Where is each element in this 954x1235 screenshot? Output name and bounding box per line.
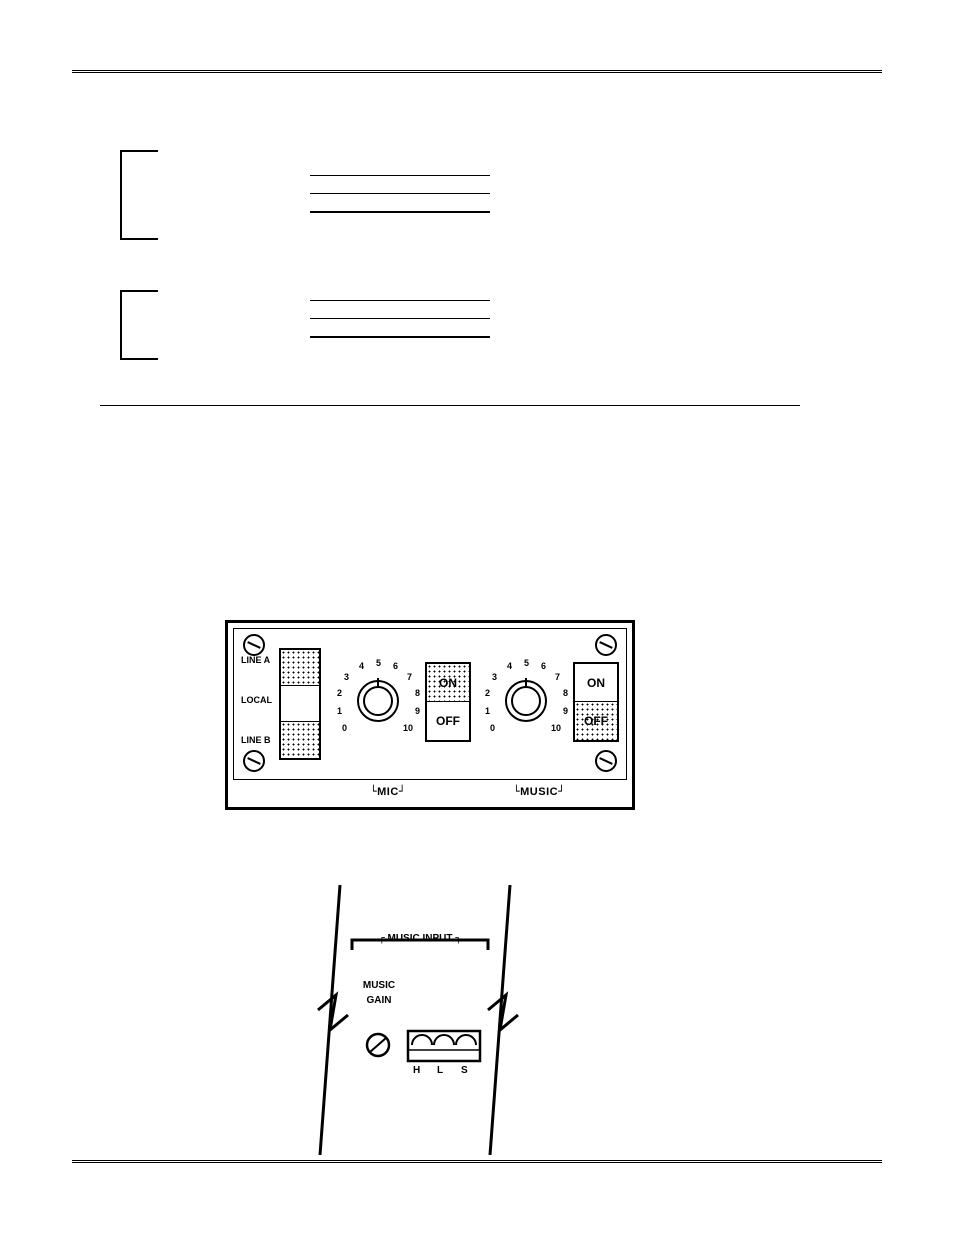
- music-switch[interactable]: ON OFF: [573, 662, 619, 742]
- music-off-label: OFF: [584, 714, 608, 728]
- mic-tick: 10: [403, 723, 413, 733]
- mic-tick: 5: [376, 658, 381, 668]
- mic-tick: 4: [359, 661, 364, 671]
- mic-knob[interactable]: [357, 680, 399, 722]
- music-knob[interactable]: [505, 680, 547, 722]
- screw-icon: [595, 634, 617, 656]
- music-group-label: └MUSIC┘: [513, 785, 565, 798]
- fill-lines-2: [310, 300, 490, 338]
- source-a-label: LINE A: [241, 655, 270, 665]
- jack-h: H: [413, 1065, 420, 1076]
- music-input-section-label: ┌ MUSIC INPUT ┐: [355, 933, 485, 944]
- mic-tick: 6: [393, 661, 398, 671]
- music-tick: 3: [492, 672, 497, 682]
- music-tick: 0: [490, 723, 495, 733]
- screw-icon: [243, 634, 265, 656]
- rear-panel-figure: ┌ MUSIC INPUT ┐ MUSIC GAIN H L S: [300, 885, 530, 1155]
- mic-on-label: ON: [439, 676, 457, 690]
- music-gain-label-2: GAIN: [354, 995, 404, 1006]
- jack-s: S: [461, 1065, 468, 1076]
- source-b-label: LINE B: [241, 735, 271, 745]
- source-local-label: LOCAL: [241, 695, 272, 705]
- page: LINE A LOCAL LINE B 0 1 2 3 4 5 6 7 8 9 …: [0, 0, 954, 1235]
- section-rule: [100, 405, 800, 406]
- rule-top: [72, 70, 882, 73]
- front-panel-figure: LINE A LOCAL LINE B 0 1 2 3 4 5 6 7 8 9 …: [225, 620, 635, 810]
- music-tick: 5: [524, 658, 529, 668]
- music-tick: 8: [563, 688, 568, 698]
- mic-tick: 8: [415, 688, 420, 698]
- music-tick: 9: [563, 706, 568, 716]
- fill-lines-1: [310, 175, 490, 213]
- mic-tick: 1: [337, 706, 342, 716]
- music-tick: 6: [541, 661, 546, 671]
- source-switch[interactable]: [279, 648, 321, 760]
- music-tick: 1: [485, 706, 490, 716]
- mic-group-label: └MIC┘: [370, 785, 406, 798]
- mic-off-label: OFF: [436, 714, 460, 728]
- mic-switch[interactable]: ON OFF: [425, 662, 471, 742]
- rule-bottom: [72, 1160, 882, 1163]
- jack-l: L: [437, 1065, 443, 1076]
- music-gain-label-1: MUSIC: [354, 980, 404, 991]
- music-on-label: ON: [587, 676, 605, 690]
- mic-tick: 3: [344, 672, 349, 682]
- mic-tick: 0: [342, 723, 347, 733]
- rear-panel-svg: [300, 885, 530, 1155]
- bracket-bottom: [120, 290, 122, 360]
- mic-tick: 7: [407, 672, 412, 682]
- screw-icon: [243, 750, 265, 772]
- screw-icon: [595, 750, 617, 772]
- music-tick: 7: [555, 672, 560, 682]
- music-tick: 2: [485, 688, 490, 698]
- mic-tick: 9: [415, 706, 420, 716]
- music-tick: 10: [551, 723, 561, 733]
- music-tick: 4: [507, 661, 512, 671]
- bracket-top: [120, 150, 122, 240]
- mic-tick: 2: [337, 688, 342, 698]
